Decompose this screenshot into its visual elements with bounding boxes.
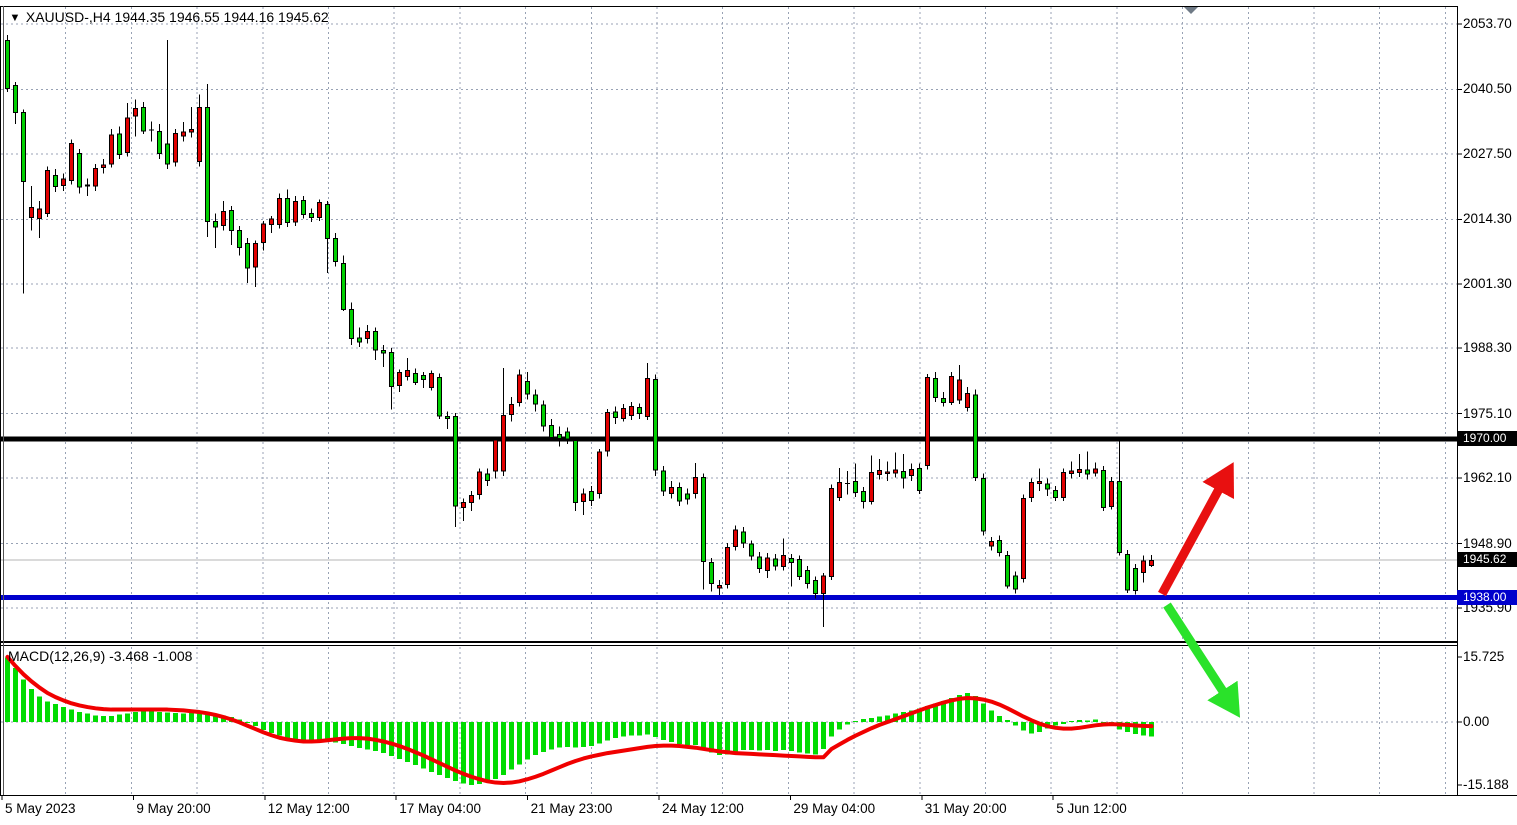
symbol-dropdown-icon[interactable]: ▼ xyxy=(9,10,21,24)
trend-arrow-down xyxy=(1163,602,1241,718)
chart-title: ▼ XAUUSD-,H4 1944.35 1946.55 1944.16 1945… xyxy=(8,9,329,25)
price-marker-box: 1970.00 xyxy=(1457,431,1517,447)
price-marker-box: 1938.00 xyxy=(1457,590,1517,606)
trend-arrow-up xyxy=(1158,462,1235,597)
symbol-label: XAUUSD-,H4 xyxy=(25,9,111,25)
ohlc-readout: 1944.35 1946.55 1944.16 1945.62 xyxy=(114,9,329,25)
macd-indicator-label: MACD(12,26,9) -3.468 -1.008 xyxy=(8,648,193,664)
price-marker-box: 1945.62 xyxy=(1457,552,1517,568)
chart-shift-marker-icon xyxy=(1184,7,1198,14)
